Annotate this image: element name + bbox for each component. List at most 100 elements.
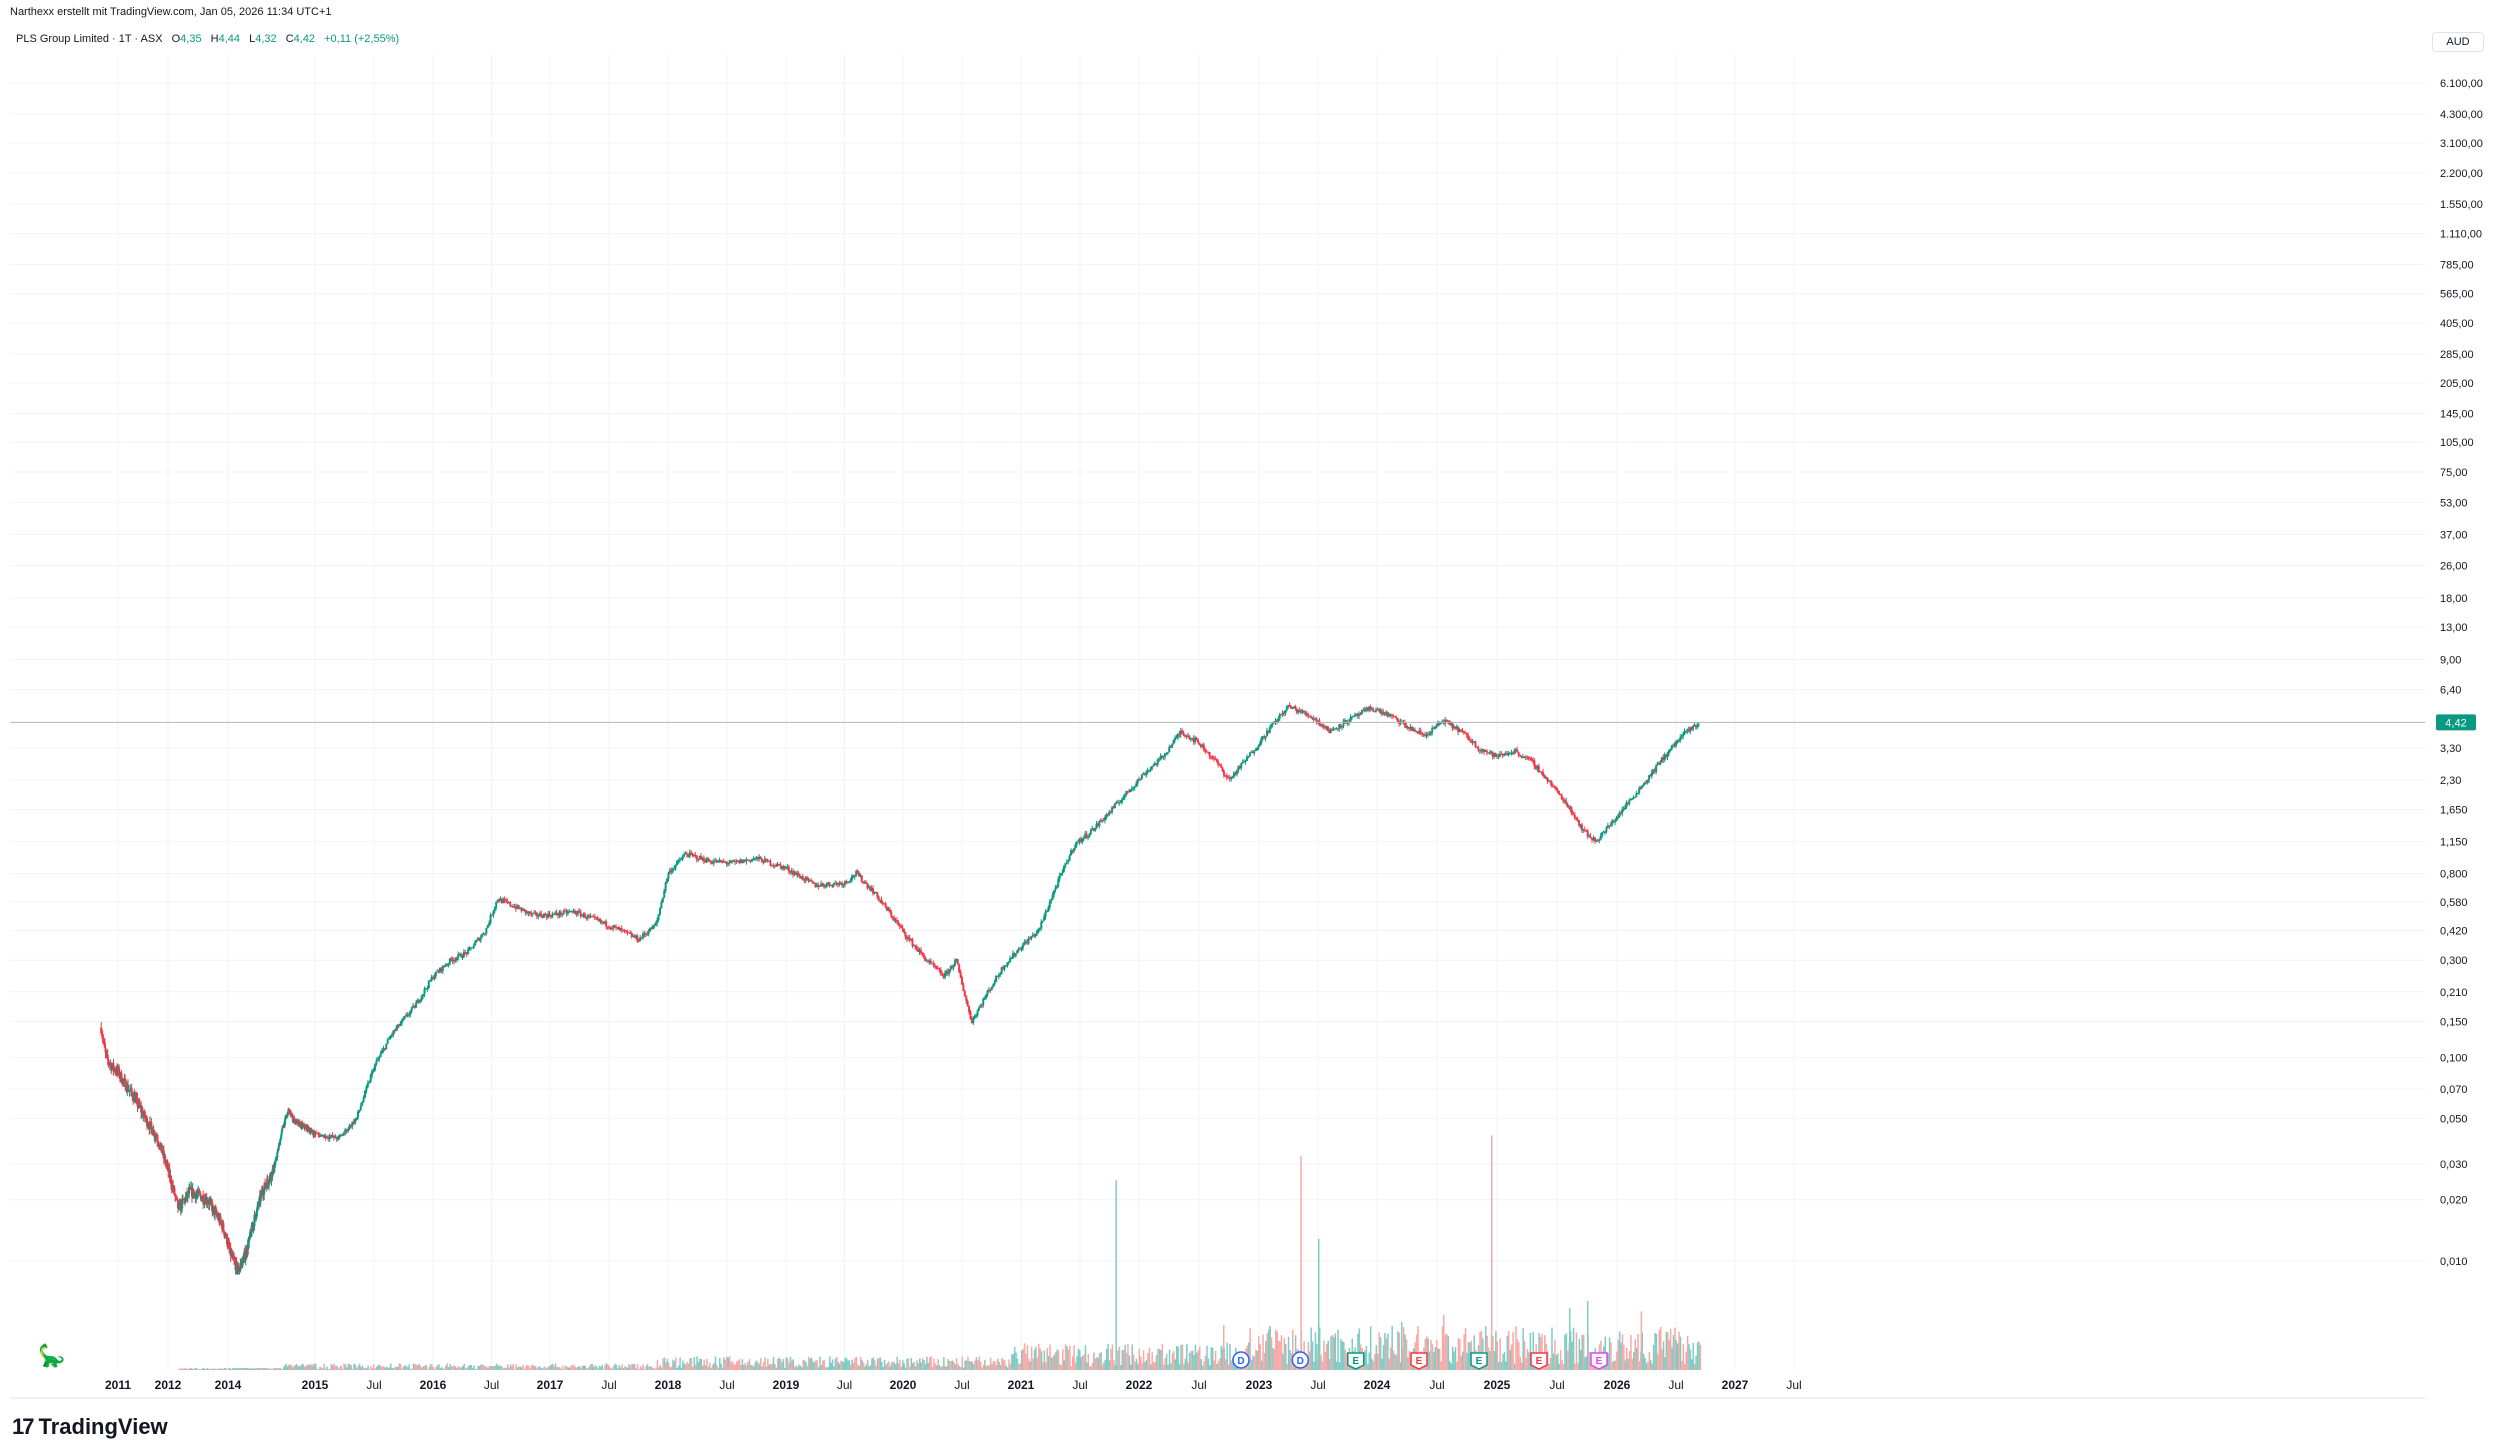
- volume-bar: [1637, 1334, 1639, 1370]
- volume-bar: [1650, 1360, 1652, 1370]
- candle-body: [1503, 754, 1506, 756]
- candle-body: [439, 967, 442, 973]
- candle-body: [924, 957, 927, 961]
- volume-bar: [866, 1359, 869, 1370]
- candle-body: [1672, 744, 1675, 746]
- candle-body: [143, 1111, 146, 1119]
- candle-body: [1520, 756, 1523, 758]
- candle-body: [1185, 735, 1188, 737]
- candle-body: [247, 1241, 250, 1249]
- volume-bar: [570, 1365, 572, 1370]
- volume-bar: [368, 1368, 371, 1370]
- volume-bar: [907, 1358, 910, 1370]
- candle-body: [1199, 745, 1202, 748]
- candle-body: [362, 1097, 365, 1102]
- volume-bar: [1457, 1337, 1460, 1370]
- time-axis: 2011 2012 2014 2015 Jul 2016 Jul 2017 Jul 2018 Jul…: [105, 1378, 1802, 1392]
- candle-body: [321, 1134, 324, 1136]
- volume-bar: [928, 1357, 931, 1370]
- candle-body: [1106, 814, 1109, 816]
- candle-body: [867, 887, 870, 889]
- candle-body: [1360, 710, 1363, 715]
- volume-bar: [322, 1368, 324, 1370]
- volume-bar: [710, 1367, 712, 1370]
- volume-bar: [964, 1360, 966, 1370]
- candle-body: [1169, 746, 1172, 748]
- candle-body: [1474, 741, 1477, 747]
- candle-body: [1102, 819, 1105, 821]
- candle-body: [1294, 706, 1297, 710]
- volume-bar: [1655, 1333, 1658, 1370]
- candle-body: [1686, 729, 1689, 732]
- symbol-name[interactable]: PLS Group Limited · 1T · ASX: [16, 33, 163, 45]
- tradingview-logo-icon: 17: [12, 1414, 35, 1439]
- candle-body: [1565, 800, 1568, 804]
- low-label: L: [249, 33, 256, 45]
- candle-body: [700, 855, 703, 860]
- candle-body: [735, 861, 738, 863]
- candle-body: [519, 908, 522, 910]
- candle-body: [1635, 793, 1638, 797]
- candle-body: [1278, 714, 1281, 719]
- candle-body: [454, 959, 457, 961]
- candle-body: [1460, 729, 1462, 731]
- volume-bar: [1047, 1355, 1050, 1370]
- time-tick-label: 2021: [1008, 1378, 1035, 1392]
- tradingview-brand[interactable]: 17 TradingView: [12, 1414, 168, 1440]
- volume-bar: [402, 1366, 405, 1370]
- volume-bar: [1417, 1326, 1419, 1370]
- volume-bar: [326, 1366, 328, 1370]
- volume-bar: [1181, 1344, 1184, 1370]
- volume-bar: [615, 1365, 618, 1370]
- volume-bar: [380, 1365, 382, 1370]
- candle-body: [1349, 717, 1352, 722]
- candle-body: [785, 867, 787, 869]
- volume-bar: [1513, 1363, 1516, 1370]
- candle-body: [382, 1048, 385, 1051]
- candle-body: [683, 854, 686, 857]
- volume-bar: [578, 1366, 581, 1370]
- volume-bar: [1016, 1358, 1019, 1370]
- currency-button[interactable]: AUD: [2432, 32, 2484, 52]
- candle-body: [488, 922, 491, 926]
- candle-body: [1666, 753, 1669, 757]
- dino-helper-icon[interactable]: 🦕: [38, 1343, 66, 1368]
- candle-body: [724, 861, 727, 863]
- volume-bar: [1618, 1331, 1621, 1370]
- volume-bar: [480, 1364, 482, 1370]
- volume-bar: [1307, 1341, 1310, 1370]
- candle-body: [339, 1134, 342, 1136]
- candle-body: [1593, 837, 1596, 842]
- candle-body: [1000, 967, 1003, 974]
- candlestick-series: [100, 702, 1700, 1275]
- volume-bar: [711, 1364, 714, 1370]
- candle-body: [392, 1030, 395, 1035]
- candle-body: [1396, 717, 1399, 722]
- candle-body: [1019, 948, 1022, 950]
- volume-bar: [1384, 1332, 1386, 1370]
- volume-bar: [1441, 1326, 1444, 1370]
- candle-body: [1582, 829, 1585, 831]
- candle-body: [1619, 813, 1622, 815]
- candle-body: [443, 965, 446, 967]
- volume-bar: [605, 1363, 608, 1370]
- candle-body: [276, 1152, 279, 1158]
- volume-bar: [377, 1365, 379, 1370]
- volume-bar: [697, 1361, 700, 1370]
- volume-bar: [526, 1364, 529, 1370]
- volume-bar: [394, 1366, 396, 1370]
- candle-body: [636, 935, 639, 941]
- volume-bar: [574, 1366, 577, 1370]
- candle-body: [808, 879, 811, 881]
- candle-body: [219, 1216, 222, 1222]
- candle-body: [592, 916, 595, 918]
- candle-body: [1376, 709, 1379, 711]
- volume-bar: [1624, 1360, 1627, 1370]
- candle-body: [842, 884, 845, 886]
- volume-bar: [975, 1357, 978, 1370]
- candle-body: [894, 920, 897, 922]
- volume-bar: [735, 1361, 738, 1370]
- candle-body: [883, 903, 886, 905]
- candle-body: [250, 1225, 253, 1237]
